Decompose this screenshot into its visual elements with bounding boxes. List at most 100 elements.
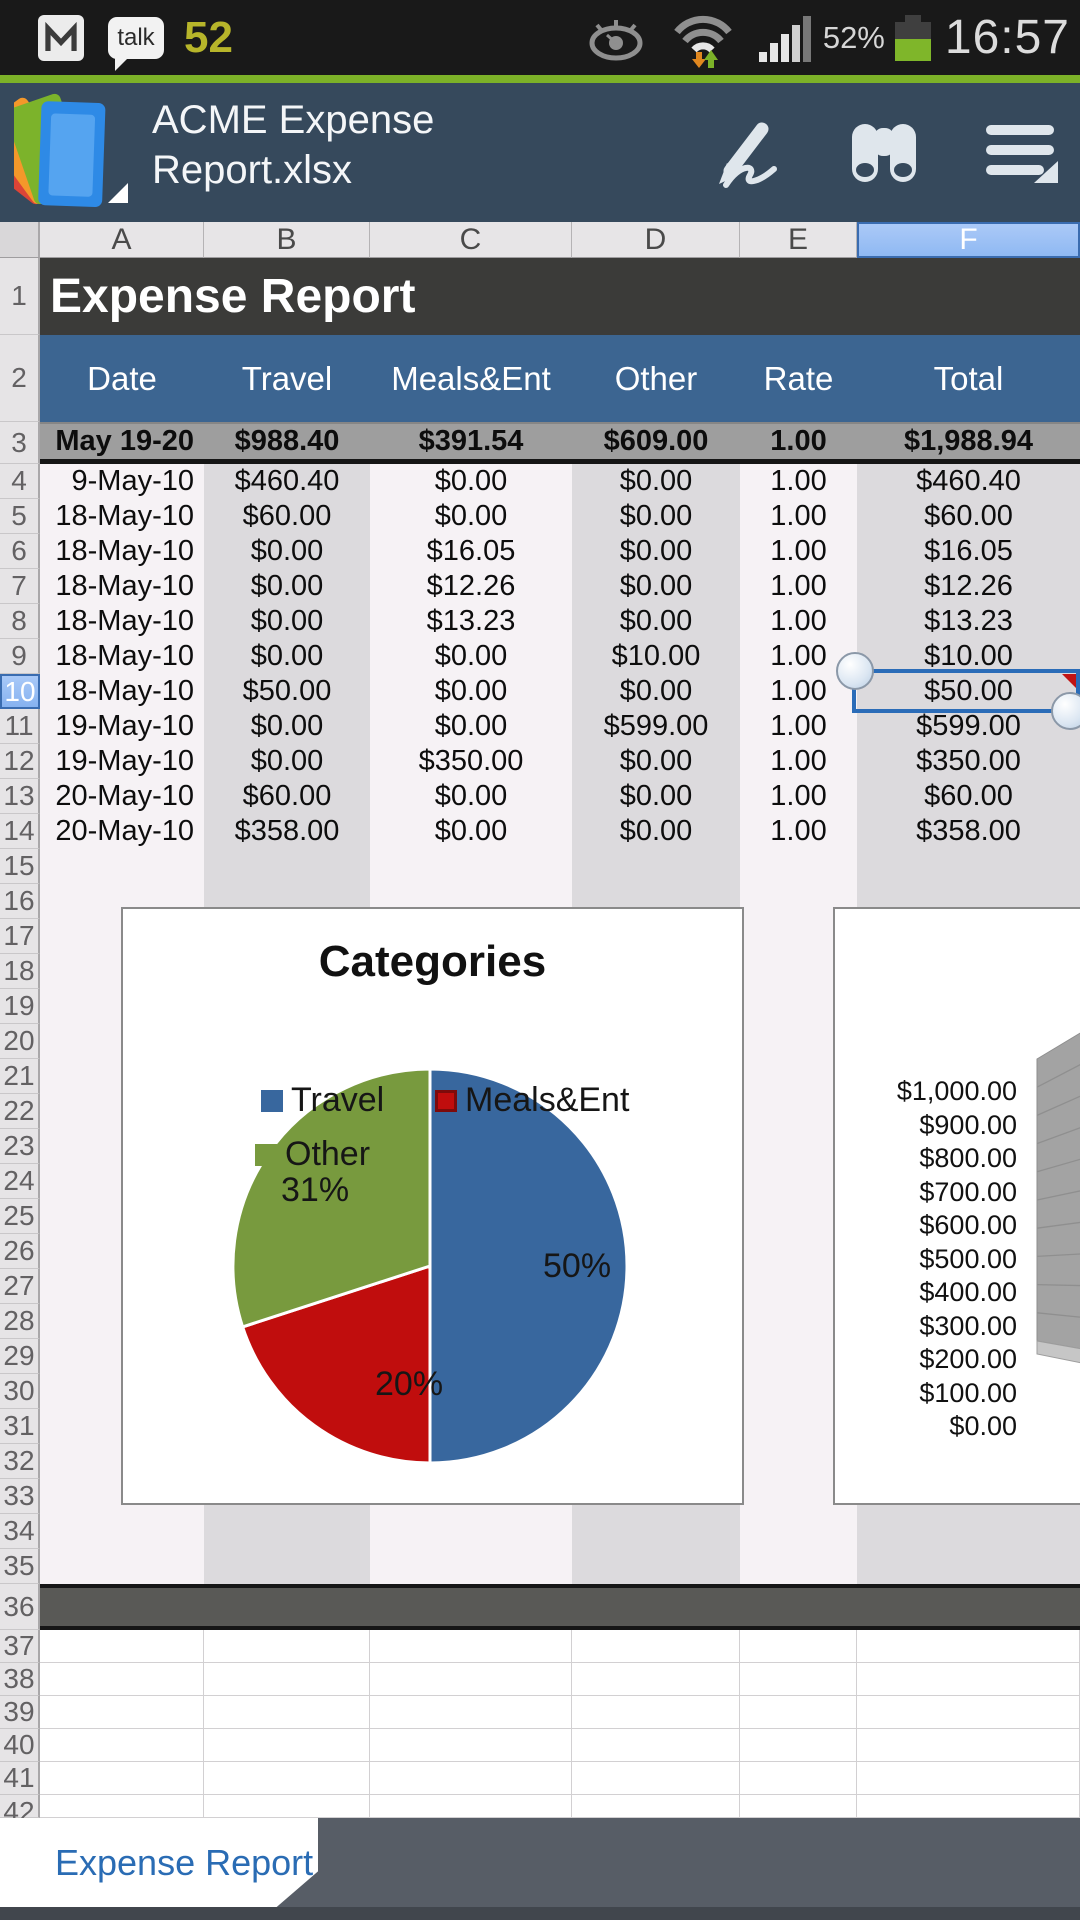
pie-slice-travel[interactable] (428, 1067, 629, 1465)
cell[interactable]: 19-May-10 (40, 744, 204, 779)
column-header-E[interactable]: E (740, 222, 857, 258)
selection-handle-bottom-right[interactable] (1051, 692, 1080, 730)
cell[interactable]: $60.00 (204, 779, 370, 814)
cell[interactable]: $0.00 (572, 674, 740, 709)
cell[interactable]: $350.00 (370, 744, 572, 779)
row-header-12[interactable]: 12 (0, 744, 40, 779)
cell[interactable] (40, 1762, 204, 1795)
cell[interactable]: $460.40 (857, 464, 1080, 499)
row-header-4[interactable]: 4 (0, 464, 40, 499)
select-all-stub[interactable] (0, 222, 40, 258)
cell[interactable]: 1.00 (740, 709, 857, 744)
cell[interactable]: $16.05 (370, 534, 572, 569)
cell[interactable] (370, 1696, 572, 1729)
row-header-8[interactable]: 8 (0, 604, 40, 639)
cell[interactable]: $0.00 (572, 604, 740, 639)
cell[interactable]: $60.00 (857, 499, 1080, 534)
cell[interactable]: $358.00 (857, 814, 1080, 849)
row-header-38[interactable]: 38 (0, 1663, 40, 1696)
cell[interactable]: 1.00 (740, 814, 857, 849)
cell[interactable] (740, 1696, 857, 1729)
row-header-17[interactable]: 17 (0, 919, 40, 954)
cell[interactable]: Rate (740, 335, 857, 422)
cell[interactable]: $358.00 (204, 814, 370, 849)
cell[interactable]: 1.00 (740, 499, 857, 534)
cell[interactable] (204, 1630, 370, 1663)
cell[interactable]: 1.00 (740, 779, 857, 814)
polaris-office-logo[interactable] (14, 87, 140, 213)
cell[interactable] (857, 1663, 1080, 1696)
row-header-10[interactable]: 10 (0, 674, 40, 709)
cell[interactable]: $0.00 (572, 464, 740, 499)
cell[interactable]: $12.26 (370, 569, 572, 604)
cell[interactable]: 18-May-10 (40, 569, 204, 604)
row-header-39[interactable]: 39 (0, 1696, 40, 1729)
row-header-37[interactable]: 37 (0, 1630, 40, 1663)
cell[interactable]: $13.23 (370, 604, 572, 639)
cell[interactable]: $0.00 (370, 779, 572, 814)
row-header-5[interactable]: 5 (0, 499, 40, 534)
document-title[interactable]: ACME Expense Report.xlsx (152, 98, 435, 192)
cell[interactable]: 20-May-10 (40, 779, 204, 814)
row-header-33[interactable]: 33 (0, 1479, 40, 1514)
cell[interactable]: $0.00 (370, 814, 572, 849)
row-header-30[interactable]: 30 (0, 1374, 40, 1409)
cell[interactable] (40, 1549, 204, 1584)
cell[interactable]: 18-May-10 (40, 639, 204, 674)
cell[interactable]: $0.00 (572, 569, 740, 604)
cell[interactable]: $0.00 (572, 814, 740, 849)
cell[interactable]: 1.00 (740, 604, 857, 639)
row-header-22[interactable]: 22 (0, 1094, 40, 1129)
cell[interactable] (204, 1549, 370, 1584)
cell[interactable]: $0.00 (204, 569, 370, 604)
cell[interactable]: $0.00 (204, 534, 370, 569)
row-header-25[interactable]: 25 (0, 1199, 40, 1234)
cell[interactable]: 18-May-10 (40, 534, 204, 569)
row-header-26[interactable]: 26 (0, 1234, 40, 1269)
cell[interactable] (857, 1514, 1080, 1549)
cell[interactable]: 9-May-10 (40, 464, 204, 499)
cell[interactable] (204, 1663, 370, 1696)
row-header-31[interactable]: 31 (0, 1409, 40, 1444)
cell[interactable] (370, 1795, 572, 1818)
cell[interactable] (40, 1514, 204, 1549)
cell[interactable]: May 19-20 (40, 422, 204, 464)
cell[interactable]: $0.00 (572, 744, 740, 779)
row-header-24[interactable]: 24 (0, 1164, 40, 1199)
cell[interactable]: $609.00 (572, 422, 740, 464)
cell[interactable]: 1.00 (740, 569, 857, 604)
row-header-15[interactable]: 15 (0, 849, 40, 884)
row-header-11[interactable]: 11 (0, 709, 40, 744)
cell[interactable] (40, 849, 204, 884)
selected-cell-border[interactable] (852, 669, 1080, 713)
row-header-9[interactable]: 9 (0, 639, 40, 674)
cell[interactable]: $0.00 (204, 744, 370, 779)
cell[interactable]: 20-May-10 (40, 814, 204, 849)
row-header-2[interactable]: 2 (0, 335, 40, 422)
column-header-F[interactable]: F (857, 222, 1080, 258)
column-header-B[interactable]: B (204, 222, 370, 258)
cell[interactable] (572, 1514, 740, 1549)
cell[interactable]: $391.54 (370, 422, 572, 464)
cell[interactable] (204, 1762, 370, 1795)
bar-chart-object[interactable]: $1,000.00 $900.00 $800.00 $700.00 $600.00 $50… (833, 907, 1080, 1505)
cell[interactable]: Total (857, 335, 1080, 422)
cell[interactable] (572, 1762, 740, 1795)
find-binoculars-icon[interactable] (846, 120, 922, 186)
cell[interactable]: $0.00 (204, 639, 370, 674)
cell[interactable]: $0.00 (370, 709, 572, 744)
cell[interactable]: Meals&Ent (370, 335, 572, 422)
handwriting-pen-icon[interactable] (706, 113, 786, 193)
cell[interactable] (572, 1630, 740, 1663)
cell[interactable] (572, 1696, 740, 1729)
cell[interactable] (572, 849, 740, 884)
selection-handle-top-left[interactable] (836, 652, 874, 690)
row-header-23[interactable]: 23 (0, 1129, 40, 1164)
cell[interactable]: $0.00 (572, 499, 740, 534)
cell[interactable]: Other (572, 335, 740, 422)
row-header-16[interactable]: 16 (0, 884, 40, 919)
cell[interactable]: $60.00 (204, 499, 370, 534)
cell[interactable] (40, 1630, 204, 1663)
row-header-40[interactable]: 40 (0, 1729, 40, 1762)
row-header-34[interactable]: 34 (0, 1514, 40, 1549)
